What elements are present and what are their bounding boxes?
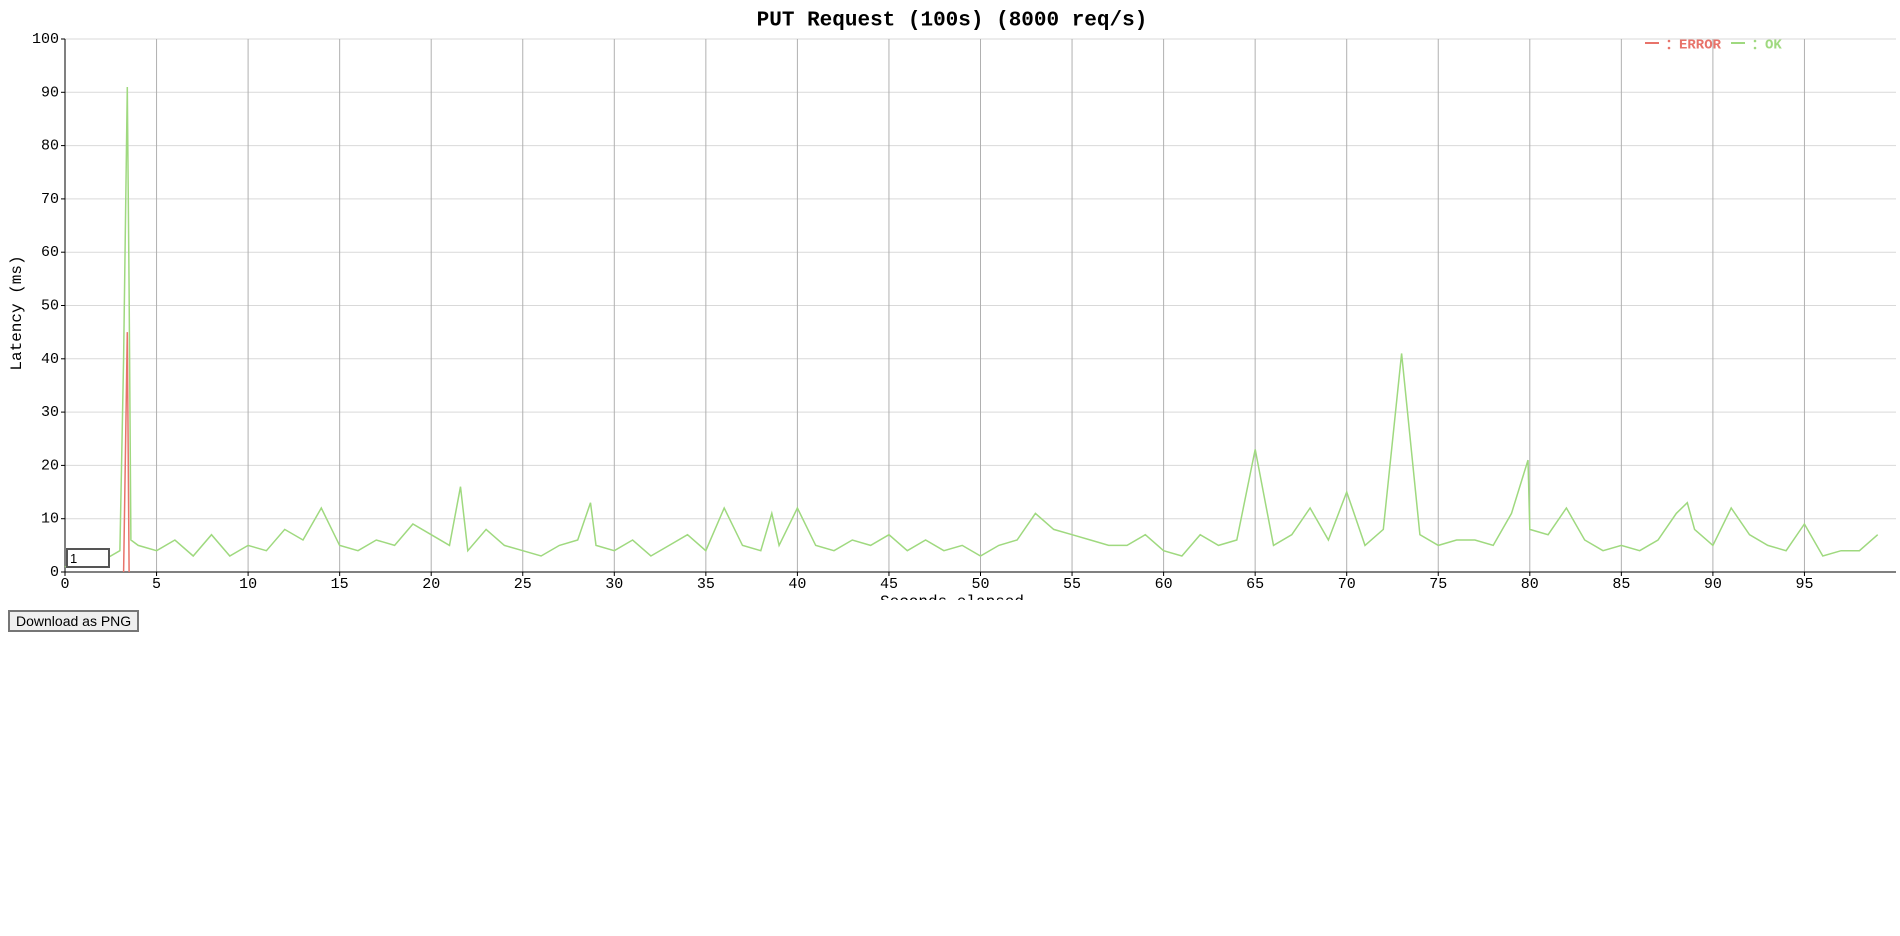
series-line	[122, 332, 130, 573]
y-tick-label: 20	[41, 457, 59, 474]
x-tick-label: 25	[514, 576, 532, 593]
y-tick-label: 100	[32, 31, 59, 48]
x-tick-label: 80	[1521, 576, 1539, 593]
x-tick-label: 65	[1246, 576, 1264, 593]
x-tick-label: 0	[60, 576, 69, 593]
series-line	[64, 86, 1879, 568]
x-tick-label: 20	[422, 576, 440, 593]
y-tick-label: 50	[41, 297, 59, 314]
x-tick-label: 15	[331, 576, 349, 593]
legend-colon	[1667, 39, 1671, 43]
legend-item: ERROR	[1645, 38, 1722, 54]
legend-colon	[1753, 39, 1757, 43]
y-axis-label: Latency (ms)	[8, 255, 26, 370]
x-tick-label: 35	[697, 576, 715, 593]
zoom-input[interactable]	[66, 548, 110, 568]
y-tick-label: 60	[41, 244, 59, 261]
y-tick-label: 90	[41, 84, 59, 101]
chart: PUT Request (100s) (8000 req/s) Seconds …	[8, 10, 1896, 600]
x-tick-label: 85	[1612, 576, 1630, 593]
legend-colon	[1667, 46, 1671, 50]
legend-label: ERROR	[1679, 38, 1722, 54]
y-tick-label: 80	[41, 138, 59, 155]
x-tick-label: 50	[971, 576, 989, 593]
x-tick-label: 55	[1063, 576, 1081, 593]
x-tick-label: 30	[605, 576, 623, 593]
x-tick-label: 45	[880, 576, 898, 593]
download-button[interactable]: Download as PNG	[8, 610, 140, 632]
chart-title: PUT Request (100s) (8000 req/s)	[757, 10, 1148, 33]
y-tick-label: 0	[50, 564, 59, 581]
x-tick-label: 90	[1704, 576, 1722, 593]
legend-colon	[1753, 46, 1757, 50]
x-tick-label: 75	[1429, 576, 1447, 593]
x-tick-label: 95	[1795, 576, 1813, 593]
y-tick-label: 30	[41, 404, 59, 421]
legend-item: OK	[1731, 38, 1782, 54]
x-tick-label: 60	[1155, 576, 1173, 593]
y-tick-label: 70	[41, 191, 59, 208]
y-tick-label: 40	[41, 351, 59, 368]
x-tick-label: 40	[788, 576, 806, 593]
x-tick-label: 10	[239, 576, 257, 593]
y-tick-label: 10	[41, 511, 59, 528]
x-tick-label: 70	[1338, 576, 1356, 593]
legend-label: OK	[1765, 38, 1782, 54]
x-tick-label: 5	[152, 576, 161, 593]
x-axis-label: Seconds elapsed	[880, 593, 1024, 600]
